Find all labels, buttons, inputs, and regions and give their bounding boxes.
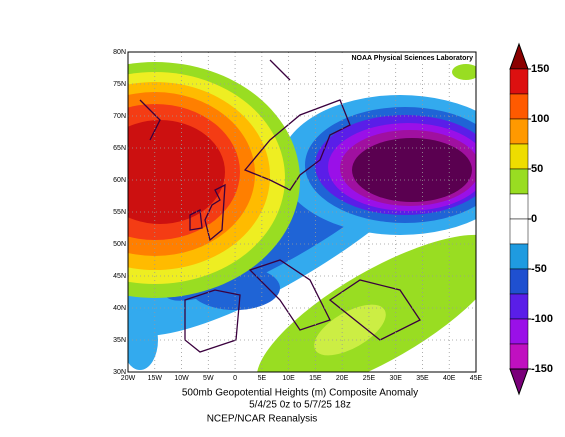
colorbar-segment [509, 143, 529, 170]
lon-label: 10E [282, 375, 295, 382]
colorbar-segment [509, 42, 529, 70]
colorbar-label: 0 [531, 213, 537, 225]
lon-label: 40E [443, 375, 456, 382]
lon-label: 45E [470, 375, 483, 382]
colorbar-segment [509, 193, 529, 220]
lat-label: 60N [113, 177, 126, 184]
lon-label: 25E [363, 375, 376, 382]
lat-label: 65N [113, 145, 126, 152]
lat-label: 70N [113, 113, 126, 120]
lon-label: 20W [121, 375, 136, 382]
colorbar-label: -50 [531, 263, 547, 275]
lat-label: 75N [113, 81, 126, 88]
caption-line: 5/4/25 0z to 5/7/25 18z [249, 400, 351, 411]
lat-label: 45N [113, 273, 126, 280]
colorbar-segment [509, 293, 529, 320]
lat-label: 80N [113, 49, 126, 56]
colorbar-label: 100 [531, 113, 549, 125]
colorbar-segment [509, 368, 529, 396]
colorbar-segment [509, 243, 529, 270]
lat-label: 35N [113, 337, 126, 344]
credit-box [325, 53, 475, 63]
lat-label: 50N [113, 241, 126, 248]
lon-label: 5E [258, 375, 267, 382]
map-frame [127, 51, 477, 373]
colorbar-segment [509, 318, 529, 345]
colorbar-segment [509, 218, 529, 245]
colorbar-segment [509, 168, 529, 195]
colorbar-label: -150 [531, 363, 553, 375]
credit: NOAA Physical Sciences Laboratory [351, 55, 473, 62]
lon-label: 30E [389, 375, 402, 382]
lat-label: 30N [113, 369, 126, 376]
colorbar-label: 150 [531, 63, 549, 75]
colorbar-segment [509, 268, 529, 295]
lon-label: 10W [174, 375, 189, 382]
lat-label: 55N [113, 209, 126, 216]
colorbar-label: 50 [531, 163, 543, 175]
lon-label: 35E [416, 375, 429, 382]
colorbar-label: -100 [531, 313, 553, 325]
lon-label: 15W [148, 375, 163, 382]
colorbar-segment [509, 68, 529, 95]
colorbar-segment [509, 93, 529, 120]
colorbar: 150 100 50 0 -50 -100 -150 [509, 42, 553, 396]
caption-line: 500mb Geopotential Heights (m) Composite… [182, 388, 418, 399]
lon-label: 15E [309, 375, 322, 382]
lon-label: 5W [203, 375, 214, 382]
lon-label: 20E [336, 375, 349, 382]
caption-line: NCEP/NCAR Reanalysis [207, 414, 318, 425]
lon-label: 0 [233, 375, 237, 382]
colorbar-segment [509, 118, 529, 145]
lat-label: 40N [113, 305, 126, 312]
colorbar-segment [509, 343, 529, 370]
